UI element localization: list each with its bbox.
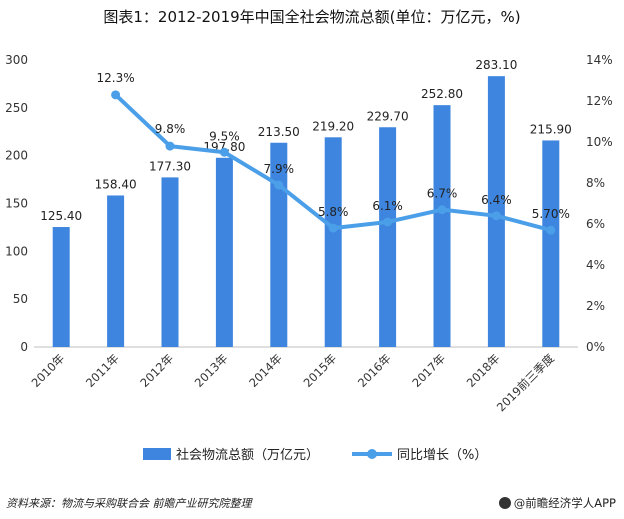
legend-bar-swatch [143,448,171,460]
brand-logo-icon [498,497,511,509]
bar [107,195,125,347]
y-right-tick-label: 12% [586,94,613,108]
growth-value-label: 5.70% [532,207,570,221]
bar-value-label: 125.40 [40,209,82,223]
x-tick-label: 2016年 [355,351,394,390]
y-right-tick-label: 0% [586,340,605,354]
bar-value-label: 158.40 [95,177,137,191]
brand-text: @前瞻经济学人APP [513,496,616,510]
growth-value-label: 6.1% [372,199,403,213]
growth-value-label: 7.9% [264,162,295,176]
x-tick-label: 2013年 [192,351,231,390]
growth-point [437,205,447,215]
bar [324,137,342,347]
bar [161,177,179,347]
growth-point [111,90,121,100]
y-left-tick-label: 50 [13,292,28,306]
growth-value-label: 6.4% [481,193,512,207]
y-right-tick-label: 2% [586,299,605,313]
growth-value-label: 9.5% [209,129,240,143]
legend-bar-label: 社会物流总额（万亿元） [176,447,319,463]
bar-value-label: 177.30 [149,159,191,173]
y-right-tick-label: 4% [586,258,605,272]
y-left-tick-label: 0 [20,340,28,354]
growth-value-label: 6.7% [427,187,458,201]
x-tick-label: 2011年 [83,351,122,390]
growth-point [219,147,229,157]
bar-value-label: 213.50 [258,125,300,139]
bar [52,227,70,347]
chart-title: 图表1：2012-2019年中国全社会物流总额(单位：万亿元，%) [103,8,521,26]
bar [379,127,397,348]
growth-point [328,223,338,233]
y-left-tick-label: 100 [5,244,28,258]
y-right-tick-label: 10% [586,135,613,149]
bar [542,140,560,347]
growth-point [491,211,501,221]
growth-point [546,225,556,235]
bar-value-label: 215.90 [530,122,572,136]
growth-value-label: 5.8% [318,205,349,219]
x-tick-label: 2019前三季度 [494,351,557,414]
growth-value-label: 12.3% [97,71,135,85]
x-tick-label: 2017年 [409,351,448,390]
bar [270,142,288,347]
y-left-tick-label: 200 [5,149,28,163]
y-left-tick-label: 150 [5,197,28,211]
x-tick-label: 2015年 [301,351,340,390]
x-tick-label: 2018年 [464,351,503,390]
growth-point [274,180,284,190]
x-tick-label: 2014年 [246,351,285,390]
growth-point [383,217,393,227]
brand-label: @前瞻经济学人APP [498,495,616,511]
y-right-tick-label: 14% [586,53,613,67]
legend-line-label: 同比增长（%） [397,448,487,463]
x-tick-label: 2010年 [29,351,68,390]
bar-value-label: 229.70 [367,109,409,123]
growth-point [165,141,175,151]
bar [433,105,451,347]
x-tick-label: 2012年 [137,351,176,390]
bar-value-label: 252.80 [421,87,463,101]
bar [215,157,233,347]
y-right-tick-label: 8% [586,176,605,190]
y-left-tick-label: 300 [5,53,28,67]
y-right-tick-label: 6% [586,217,605,231]
bar-value-label: 219.20 [312,119,354,133]
bar-value-label: 283.10 [475,58,517,72]
legend-line-marker [367,449,377,459]
growth-value-label: 9.8% [155,122,186,136]
source-note: 资料来源：物流与采购联合会 前瞻产业研究院整理 [6,497,252,510]
y-left-tick-label: 250 [5,101,28,115]
